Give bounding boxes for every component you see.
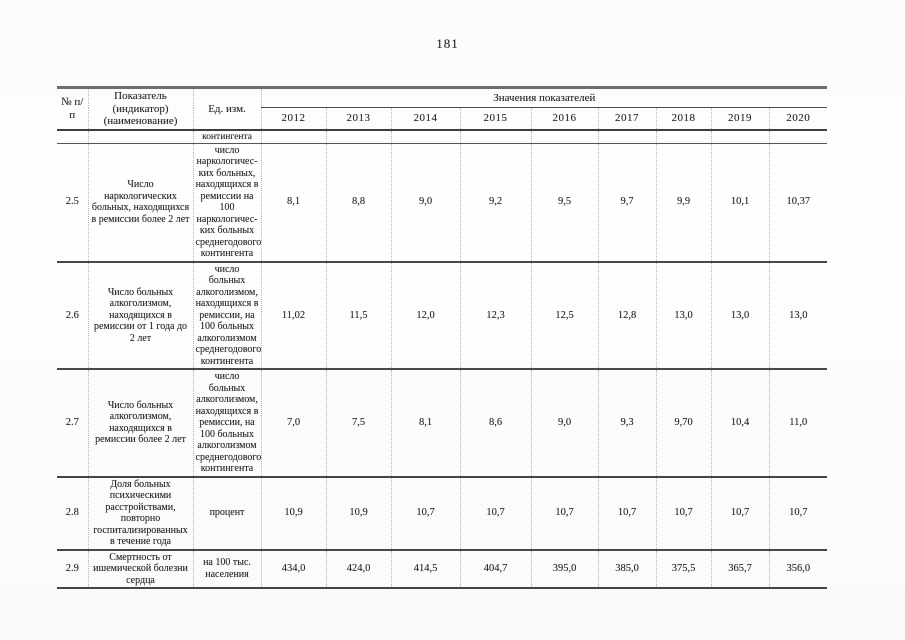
header-values-group: Значения показателей [260,85,828,109]
unit-cell: контингента [192,129,261,144]
value-cell: 9,5 [530,143,598,263]
value-cell: 395,0 [530,549,598,589]
year-header: 2015 [459,107,531,131]
year-header: 2020 [768,107,828,131]
table-row: 2.7 Число больных алкоголизмом, находящи… [57,369,828,478]
value-cell [768,129,828,144]
value-cell: 8,8 [325,143,391,263]
value-cell [390,129,460,144]
row-number-cell: 2.6 [57,261,88,370]
year-header: 2017 [597,107,656,131]
unit-cell: число больных алкоголизмом, находящихся … [192,261,261,370]
value-cell: 8,1 [260,143,326,263]
unit-cell: число наркологичес- ких больных, находящ… [192,143,261,263]
indicator-cell [87,129,193,144]
value-cell: 434,0 [260,549,326,589]
row-number-cell: 2.8 [57,476,88,551]
value-cell: 7,5 [325,369,391,478]
value-cell: 9,9 [655,143,711,263]
value-cell: 8,1 [390,369,460,478]
row-number-cell: 2.5 [57,143,88,263]
value-cell: 10,4 [710,369,769,478]
value-cell: 10,7 [710,476,769,551]
value-cell: 9,70 [655,369,711,478]
year-header: 2019 [710,107,769,131]
value-cell: 13,0 [710,261,769,370]
header-indicator: Показатель (индикатор) (наименование) [87,86,193,131]
unit-cell: число больных алкоголизмом, находящихся … [192,369,261,478]
value-cell: 10,1 [710,143,769,263]
indicator-cell: Число больных алкоголизмом, находящихся … [87,261,193,370]
value-cell: 10,7 [459,476,531,551]
value-cell: 10,37 [768,143,828,263]
row-number-cell: 2.7 [57,369,88,478]
value-cell: 12,8 [597,261,656,370]
value-cell [530,129,598,144]
value-cell: 9,3 [597,369,656,478]
value-cell [459,129,531,144]
year-header: 2018 [655,107,711,131]
unit-cell: процент [192,476,261,551]
value-cell: 9,0 [530,369,598,478]
row-number-cell [57,129,88,144]
indicator-cell: Число наркологических больных, находящих… [87,143,193,263]
value-cell: 8,6 [459,369,531,478]
value-cell [655,129,711,144]
value-cell: 10,9 [325,476,391,551]
value-cell: 10,7 [655,476,711,551]
value-cell: 9,0 [390,143,460,263]
value-cell [260,129,326,144]
value-cell: 10,7 [597,476,656,551]
table-header-row-years: 2012 2013 2014 2015 2016 2017 2018 2019 … [57,107,828,131]
value-cell: 356,0 [768,549,828,589]
year-header: 2012 [260,107,326,131]
value-cell [597,129,656,144]
value-cell: 365,7 [710,549,769,589]
year-header: 2013 [325,107,391,131]
value-cell: 12,3 [459,261,531,370]
indicator-cell: Число больных алкоголизмом, находящихся … [87,369,193,478]
value-cell: 10,7 [530,476,598,551]
value-cell: 404,7 [459,549,531,589]
indicator-cell: Смертность от ишемической болезни сердца [87,549,193,589]
indicators-table: № п/п Показатель (индикатор) (наименован… [57,85,828,589]
table-header-row-group: № п/п Показатель (индикатор) (наименован… [57,85,828,131]
header-num: № п/п [57,86,88,131]
value-cell: 375,5 [655,549,711,589]
value-cell: 7,0 [260,369,326,478]
year-header: 2014 [390,107,460,131]
table-row: 2.5 Число наркологических больных, наход… [57,143,828,263]
value-cell: 10,9 [260,476,326,551]
value-cell [710,129,769,144]
year-header: 2016 [530,107,598,131]
value-cell: 414,5 [390,549,460,589]
value-cell: 13,0 [768,261,828,370]
value-cell: 385,0 [597,549,656,589]
value-cell: 10,7 [768,476,828,551]
value-cell: 9,2 [459,143,531,263]
table-row: 2.6 Число больных алкоголизмом, находящи… [57,261,828,370]
value-cell: 11,0 [768,369,828,478]
row-number-cell: 2.9 [57,549,88,589]
page-number: 181 [436,36,459,51]
value-cell: 11,5 [325,261,391,370]
value-cell: 12,0 [390,261,460,370]
value-cell: 13,0 [655,261,711,370]
table-row: 2.8 Доля больных психическими расстройст… [57,476,828,551]
value-cell: 12,5 [530,261,598,370]
table-row: 2.9 Смертность от ишемической болезни се… [57,549,828,589]
value-cell: 10,7 [390,476,460,551]
indicator-cell: Доля больных психическими расстройствами… [87,476,193,551]
value-cell: 11,02 [260,261,326,370]
value-cell [325,129,391,144]
value-cell: 424,0 [325,549,391,589]
unit-cell: на 100 тыс. населения [192,549,261,589]
carryover-row: контингента [57,129,828,144]
header-unit: Ед. изм. [192,86,261,131]
value-cell: 9,7 [597,143,656,263]
